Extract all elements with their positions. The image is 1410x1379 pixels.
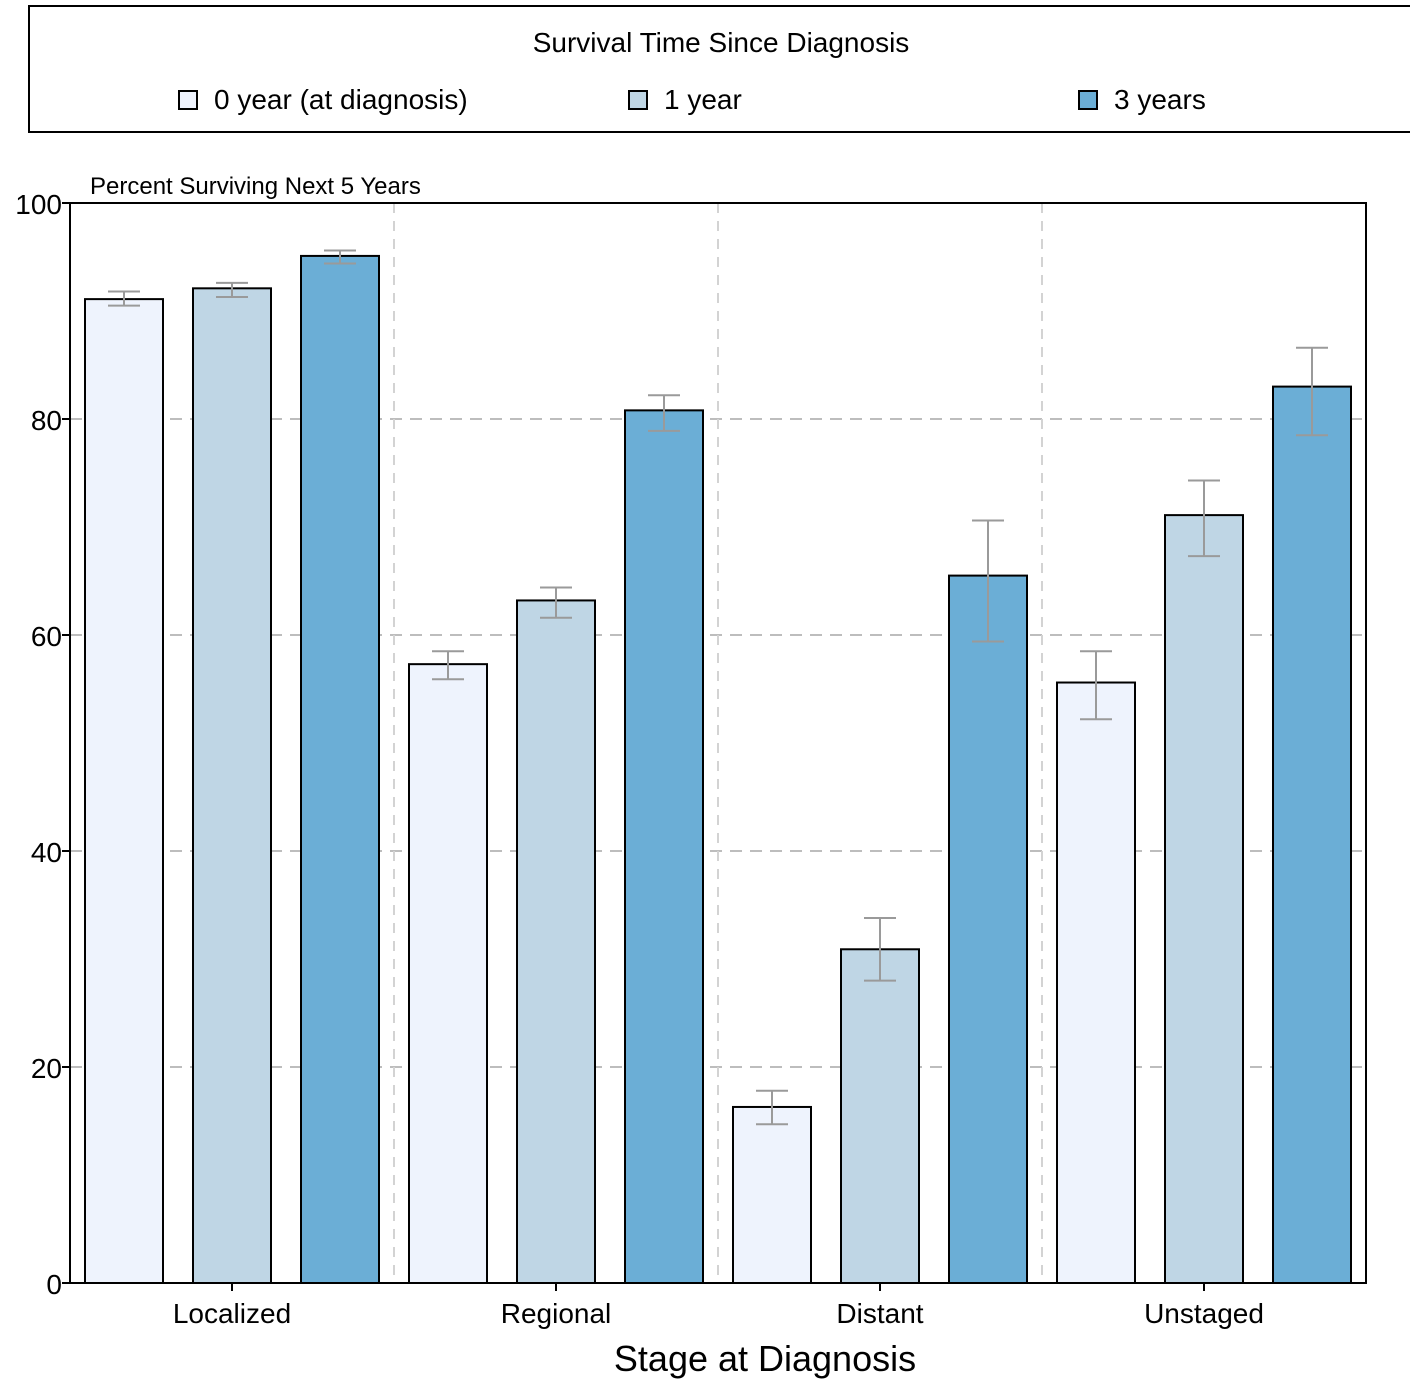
bar	[1164, 514, 1244, 1284]
bar	[840, 948, 920, 1285]
bar	[1272, 385, 1352, 1285]
legend-swatch-1-year	[628, 90, 648, 110]
x-tick-label: Distant	[836, 1298, 923, 1329]
y-axis-title: Percent Surviving Next 5 Years	[90, 173, 421, 200]
bar	[732, 1105, 812, 1284]
x-tick-label: Localized	[173, 1298, 291, 1329]
error-bars	[108, 249, 1328, 1126]
legend-label-1-year: 1 year	[664, 84, 742, 115]
y-tick-label: 60	[31, 621, 62, 652]
y-tick-label: 80	[31, 405, 62, 436]
legend-item-1-year: 1 year	[628, 84, 742, 116]
legend-item-3-years: 3 years	[1078, 84, 1206, 116]
bar	[300, 254, 380, 1284]
y-tick-label: 40	[31, 837, 62, 868]
bar	[408, 663, 488, 1284]
bar	[948, 574, 1028, 1284]
bar	[624, 409, 704, 1284]
y-tick-label: 0	[46, 1269, 62, 1300]
y-tick-label: 20	[31, 1053, 62, 1084]
bar	[516, 599, 596, 1284]
grid	[70, 203, 1366, 1283]
legend-label-3-years: 3 years	[1114, 84, 1206, 115]
legend-swatch-0-year	[178, 90, 198, 110]
legend-item-0-year: 0 year (at diagnosis)	[178, 84, 468, 116]
bar	[84, 298, 164, 1284]
x-tick-label: Unstaged	[1144, 1298, 1264, 1329]
x-tick-label: Regional	[501, 1298, 612, 1329]
bar	[1056, 681, 1136, 1284]
x-axis-title: Stage at Diagnosis	[614, 1338, 916, 1379]
legend-swatch-3-years	[1078, 90, 1098, 110]
x-axis-ticks: Localized Regional Distant Unstaged	[173, 1283, 1264, 1329]
legend: Survival Time Since Diagnosis 0 year (at…	[28, 5, 1410, 133]
y-axis-ticks: 0 20 40 60 80 100	[15, 189, 70, 1300]
y-tick-label: 100	[15, 189, 62, 220]
bars	[84, 254, 1352, 1285]
bar	[192, 287, 272, 1284]
plot-frame	[69, 202, 1367, 1284]
legend-title: Survival Time Since Diagnosis	[532, 27, 910, 58]
legend-label-0-year: 0 year (at diagnosis)	[214, 84, 468, 115]
